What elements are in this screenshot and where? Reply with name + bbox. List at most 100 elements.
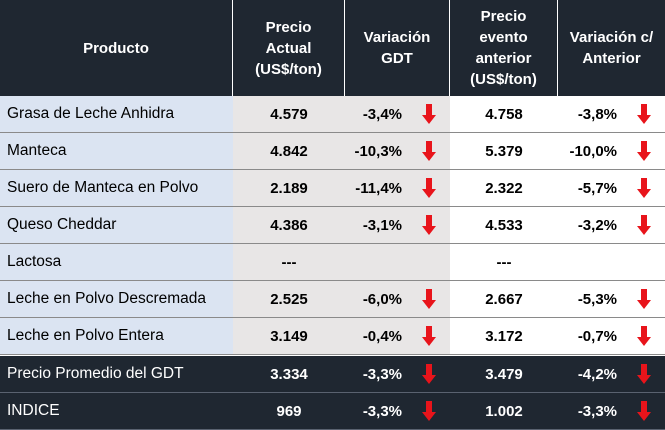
current-price-value: 2.525 — [270, 290, 308, 308]
previous-variation: -5,3% — [558, 281, 665, 317]
gdt-variation: -3,4% — [345, 96, 450, 132]
previous-variation-value: -5,3% — [577, 290, 617, 308]
product-name-value: Leche en Polvo Descremada — [7, 290, 207, 307]
gdt-variation-value: -3,4% — [362, 105, 402, 123]
gdt-variation-value: -3,1% — [362, 216, 402, 234]
arrow-down-icon — [637, 401, 651, 421]
header-producto: Producto — [0, 0, 233, 96]
arrow-down-icon — [422, 289, 436, 309]
previous-price: 2.322 — [450, 170, 558, 206]
arrow-down-icon — [637, 289, 651, 309]
current-price: 3.149 — [233, 318, 345, 354]
current-price: 969 — [233, 393, 345, 429]
arrow-down-icon — [422, 401, 436, 421]
current-price: 3.334 — [233, 356, 345, 392]
product-name: Lactosa — [0, 244, 233, 280]
table-row: Leche en Polvo Descremada 2.525 -6,0% 2.667… — [0, 281, 665, 318]
current-price-value: 4.579 — [270, 105, 308, 123]
gdt-variation — [345, 244, 450, 280]
table-header: Producto Precio Actual (US$/ton) Variación… — [0, 0, 665, 96]
product-name-value: Lactosa — [7, 253, 62, 270]
product-name-value: Queso Cheddar — [7, 216, 117, 233]
previous-variation: -10,0% — [558, 133, 665, 169]
arrow-down-icon — [422, 104, 436, 124]
gdt-variation-value: -3,3% — [362, 365, 402, 383]
current-price-value: 3.334 — [270, 365, 308, 383]
previous-variation: -5,7% — [558, 170, 665, 206]
table-row: Grasa de Leche Anhidra 4.579 -3,4% 4.758 -3,… — [0, 96, 665, 133]
previous-variation-value: -4,2% — [577, 365, 617, 383]
gdt-variation: -11,4% — [345, 170, 450, 206]
header-precio-anterior: Precio evento anterior (US$/ton) — [450, 0, 558, 96]
previous-price: 5.379 — [450, 133, 558, 169]
previous-price: 2.667 — [450, 281, 558, 317]
gdt-variation: -3,1% — [345, 207, 450, 243]
table-row: Queso Cheddar 4.386 -3,1% 4.533 -3,2% — [0, 207, 665, 244]
arrow-down-icon — [637, 178, 651, 198]
gdt-variation-value: -11,4% — [355, 179, 402, 197]
arrow-down-icon — [422, 326, 436, 346]
table-row: Leche en Polvo Entera 3.149 -0,4% 3.172 -0,7… — [0, 318, 665, 355]
previous-price-value: 4.758 — [485, 105, 523, 123]
arrow-down-icon — [637, 215, 651, 235]
arrow-down-icon — [422, 215, 436, 235]
product-name: Grasa de Leche Anhidra — [0, 96, 233, 132]
product-name: Precio Promedio del GDT — [0, 356, 233, 392]
table-row: Lactosa --- --- — [0, 244, 665, 281]
previous-price-value: 3.172 — [485, 327, 523, 345]
current-price: 4.386 — [233, 207, 345, 243]
arrow-down-icon — [637, 104, 651, 124]
previous-price-value: 3.479 — [485, 365, 523, 383]
product-name: Suero de Manteca en Polvo — [0, 170, 233, 206]
product-name-value: INDICE — [7, 402, 60, 419]
previous-price-value: 4.533 — [485, 216, 523, 234]
current-price: --- — [233, 244, 345, 280]
previous-price: 4.758 — [450, 96, 558, 132]
current-price-value: 2.189 — [270, 179, 308, 197]
current-price-value: 4.386 — [270, 216, 308, 234]
previous-variation-value: -3,2% — [577, 216, 617, 234]
gdt-variation: -0,4% — [345, 318, 450, 354]
table-row: INDICE 969 -3,3% 1.002 -3,3% — [0, 393, 665, 430]
current-price-value: 969 — [276, 402, 302, 420]
gdt-variation-value: -3,3% — [362, 402, 402, 420]
previous-price-value: 2.322 — [485, 179, 523, 197]
previous-price: 3.172 — [450, 318, 558, 354]
arrow-down-icon — [422, 178, 436, 198]
arrow-down-icon — [422, 364, 436, 384]
current-price: 2.525 — [233, 281, 345, 317]
previous-variation-value: -3,3% — [577, 402, 617, 420]
previous-variation: -3,3% — [558, 393, 665, 429]
gdt-variation-value: -10,3% — [354, 142, 402, 160]
gdt-variation-value: -0,4% — [362, 327, 402, 345]
arrow-down-icon — [422, 141, 436, 161]
previous-variation-value: -5,7% — [577, 179, 617, 197]
product-name: Manteca — [0, 133, 233, 169]
previous-price: 4.533 — [450, 207, 558, 243]
gdt-variation: -3,3% — [345, 393, 450, 429]
previous-variation: -4,2% — [558, 356, 665, 392]
product-name-value: Leche en Polvo Entera — [7, 327, 164, 344]
product-name-value: Grasa de Leche Anhidra — [7, 105, 175, 122]
previous-price: 3.479 — [450, 356, 558, 392]
previous-variation: -0,7% — [558, 318, 665, 354]
product-name-value: Suero de Manteca en Polvo — [7, 179, 199, 196]
gdt-variation: -6,0% — [345, 281, 450, 317]
header-variacion-anterior: Variación c/Anterior — [569, 29, 654, 67]
gdt-variation: -3,3% — [345, 356, 450, 392]
product-name-value: Manteca — [7, 142, 67, 159]
current-price-value: --- — [281, 253, 297, 271]
current-price-value: 4.842 — [270, 142, 308, 160]
previous-variation-value: -3,8% — [577, 105, 617, 123]
product-name-value: Precio Promedio del GDT — [7, 365, 184, 382]
previous-variation — [558, 244, 665, 280]
previous-price-value: 1.002 — [485, 402, 523, 420]
previous-variation: -3,8% — [558, 96, 665, 132]
arrow-down-icon — [637, 141, 651, 161]
table-row: Suero de Manteca en Polvo 2.189 -11,4% 2.32… — [0, 170, 665, 207]
previous-price: 1.002 — [450, 393, 558, 429]
arrow-down-icon — [637, 364, 651, 384]
arrow-down-icon — [637, 326, 651, 346]
gdt-variation: -10,3% — [345, 133, 450, 169]
